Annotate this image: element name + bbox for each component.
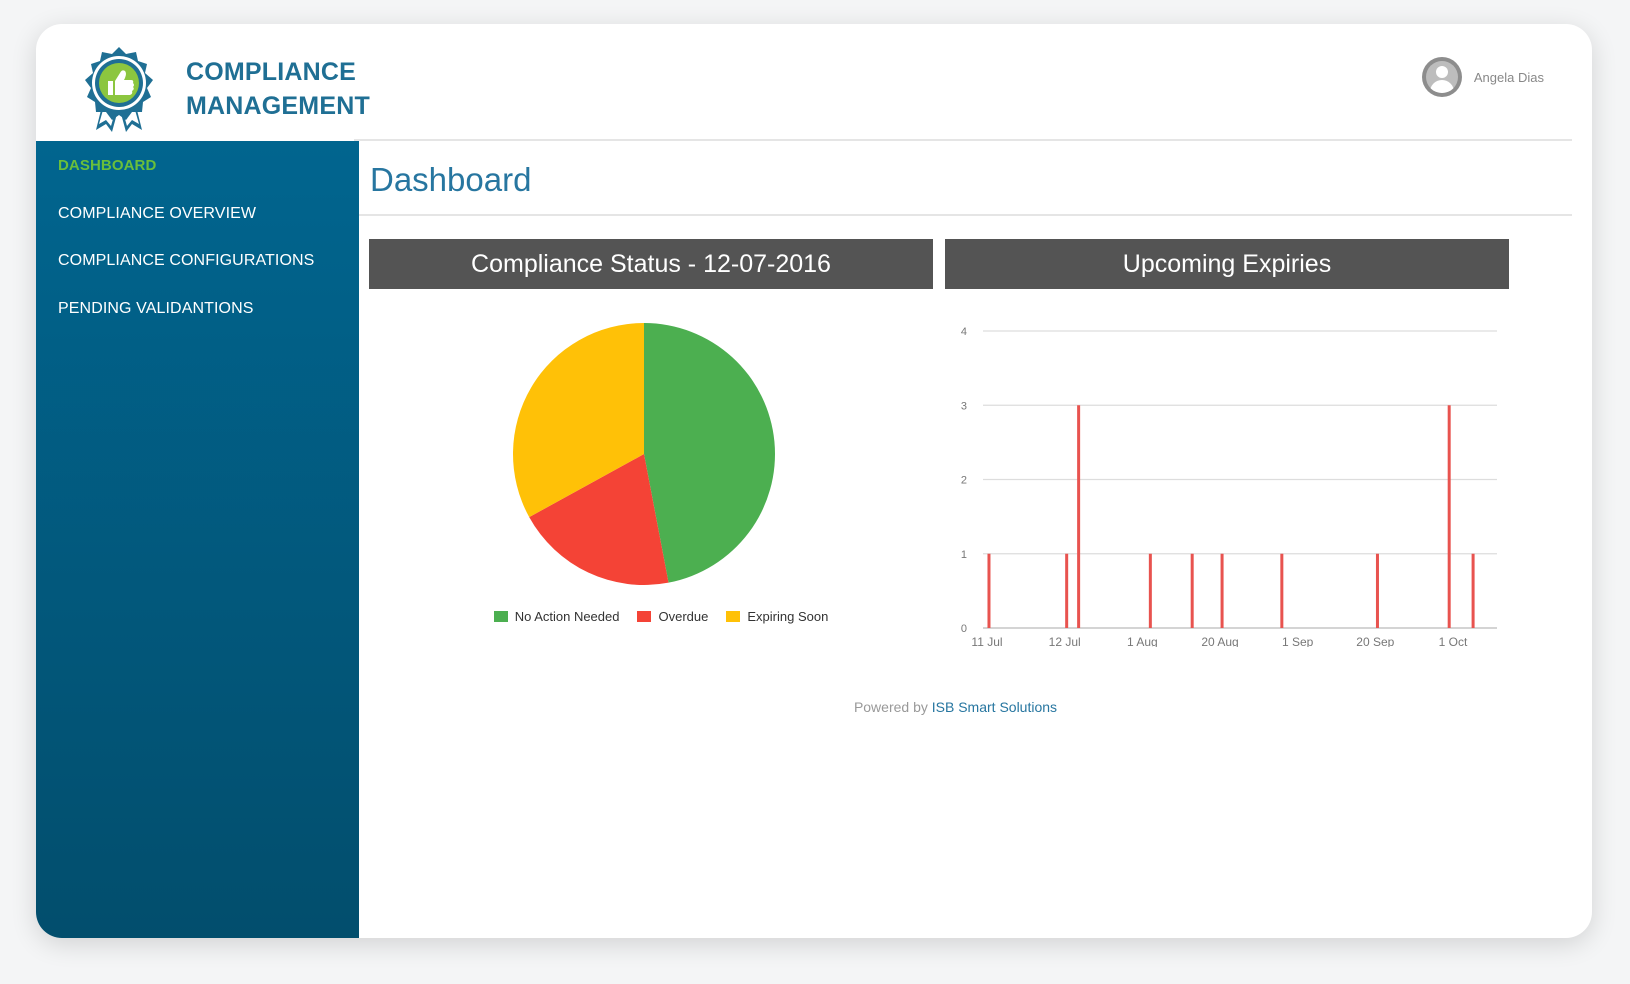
page-title: Dashboard bbox=[370, 161, 532, 198]
header: COMPLIANCE MANAGEMENT Angela Dias bbox=[36, 24, 1592, 141]
compliance-status-header: Compliance Status - 12-07-2016 bbox=[369, 239, 933, 289]
footer: Powered by ISB Smart Solutions bbox=[359, 699, 1552, 715]
app-title-line1: COMPLIANCE bbox=[186, 58, 357, 86]
legend-item[interactable]: Expiring Soon bbox=[726, 609, 828, 624]
expiry-bar[interactable] bbox=[1280, 553, 1284, 628]
expiry-bar[interactable] bbox=[1447, 405, 1451, 628]
expiry-bar[interactable] bbox=[1077, 405, 1081, 628]
app-title: COMPLIANCE MANAGEMENT bbox=[186, 55, 370, 123]
expiry-bar[interactable] bbox=[1220, 553, 1224, 628]
title-divider bbox=[359, 214, 1572, 216]
expiry-bar[interactable] bbox=[1065, 553, 1069, 628]
legend-item[interactable]: Overdue bbox=[637, 609, 708, 624]
pie-slice[interactable] bbox=[644, 323, 775, 583]
app-title-line2: MANAGEMENT bbox=[186, 92, 370, 120]
legend-swatch bbox=[726, 611, 741, 622]
x-tick-label: 1 Sep bbox=[1282, 635, 1314, 647]
user-menu[interactable]: Angela Dias bbox=[1421, 56, 1544, 98]
x-tick-label: 20 Aug bbox=[1201, 635, 1238, 647]
y-tick-label: 2 bbox=[961, 475, 967, 487]
legend-swatch bbox=[637, 611, 652, 622]
app-window: COMPLIANCE MANAGEMENT Angela Dias DASHBO… bbox=[36, 24, 1592, 938]
pie-legend: No Action Needed Overdue Expiring Soon bbox=[479, 609, 843, 624]
legend-swatch bbox=[493, 611, 508, 622]
footer-brand-link[interactable]: ISB Smart Solutions bbox=[931, 699, 1058, 715]
sidebar-item-compliance-configurations[interactable]: COMPLIANCE CONFIGURATIONS bbox=[58, 252, 315, 269]
user-name[interactable]: Angela Dias bbox=[1473, 69, 1544, 85]
sidebar-item-pending-validantions[interactable]: PENDING VALIDANTIONS bbox=[58, 300, 254, 317]
x-tick-label: 12 Jul bbox=[1049, 635, 1081, 647]
expiry-bar[interactable] bbox=[1148, 553, 1152, 628]
y-tick-label: 0 bbox=[961, 623, 967, 635]
x-tick-label: 20 Sep bbox=[1356, 635, 1394, 647]
expiry-bar[interactable] bbox=[987, 553, 991, 628]
sidebar: DASHBOARD COMPLIANCE OVERVIEW COMPLIANCE… bbox=[36, 141, 359, 938]
x-tick-label: 11 Jul bbox=[971, 635, 1002, 647]
x-tick-label: 1 Oct bbox=[1439, 635, 1468, 647]
upcoming-expiries-header: Upcoming Expiries bbox=[945, 239, 1509, 289]
main-content: Dashboard Compliance Status - 12-07-2016… bbox=[359, 141, 1592, 938]
pie-slice[interactable] bbox=[513, 323, 644, 518]
pie-slice[interactable] bbox=[529, 454, 669, 585]
expiry-bar[interactable] bbox=[1471, 553, 1475, 628]
sidebar-item-dashboard[interactable]: DASHBOARD bbox=[58, 157, 157, 174]
legend-label: Expiring Soon bbox=[747, 609, 829, 624]
user-avatar-icon[interactable] bbox=[1421, 57, 1462, 97]
y-tick-label: 1 bbox=[961, 549, 967, 561]
legend-label: No Action Needed bbox=[514, 609, 620, 624]
legend-label: Overdue bbox=[658, 609, 709, 624]
legend-item[interactable]: No Action Needed bbox=[493, 609, 620, 624]
y-tick-label: 4 bbox=[961, 326, 967, 338]
y-tick-label: 3 bbox=[961, 400, 967, 412]
sidebar-item-compliance-overview[interactable]: COMPLIANCE OVERVIEW bbox=[58, 205, 257, 222]
expiry-bar[interactable] bbox=[1190, 553, 1194, 628]
compliance-status-pie-chart bbox=[513, 323, 775, 585]
footer-prefix: Powered by bbox=[853, 699, 928, 715]
thumbs-up-badge-icon bbox=[85, 47, 153, 132]
x-tick-label: 1 Aug bbox=[1127, 635, 1158, 647]
upcoming-expiries-bar-chart: 0 1 2 3 4 11 Jul 12 Jul 1 Aug 20 Aug 1 Sep 20 Sep 1… bbox=[961, 326, 1497, 647]
header-divider bbox=[354, 139, 1572, 141]
expiry-bar[interactable] bbox=[1375, 553, 1379, 628]
